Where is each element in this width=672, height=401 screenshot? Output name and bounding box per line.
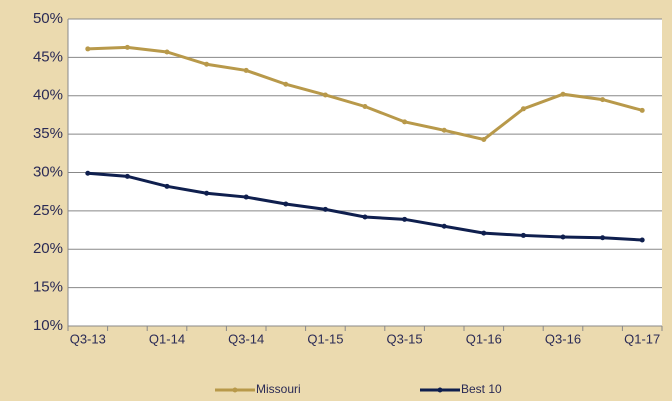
point [560, 234, 566, 240]
point [520, 106, 526, 112]
point [362, 103, 368, 109]
point [204, 190, 210, 196]
point [600, 97, 606, 103]
y-tick-label: 15% [33, 279, 63, 296]
legend-label: Missouri [256, 382, 301, 396]
point [481, 230, 487, 236]
point [124, 44, 130, 50]
point [520, 232, 526, 238]
point [164, 49, 170, 55]
point [560, 91, 566, 97]
x-tick-label: Q3-16 [545, 331, 581, 346]
point [243, 67, 249, 73]
x-tick-label: Q3-14 [228, 331, 264, 346]
y-tick-label: 50% [33, 10, 63, 27]
legend-marker [437, 387, 443, 393]
y-tick-label: 20% [33, 240, 63, 257]
point [639, 237, 645, 243]
x-tick-label: Q1-16 [466, 331, 502, 346]
x-tick-label: Q3-13 [70, 331, 106, 346]
x-tick-label: Q3-15 [387, 331, 423, 346]
legend-marker [232, 387, 238, 393]
point [362, 214, 368, 220]
point [639, 107, 645, 113]
point [322, 92, 328, 98]
point [204, 61, 210, 67]
point [243, 194, 249, 200]
point [283, 81, 289, 87]
point [441, 223, 447, 229]
x-tick-label: Q1-17 [624, 331, 660, 346]
y-tick-label: 45% [33, 48, 63, 65]
point [283, 201, 289, 207]
y-tick-label: 10% [33, 317, 63, 334]
point [481, 136, 487, 142]
point [124, 173, 130, 179]
point [402, 216, 408, 222]
y-tick-label: 25% [33, 202, 63, 219]
x-tick-label: Q1-15 [307, 331, 343, 346]
point [164, 183, 170, 189]
y-tick-label: 40% [33, 87, 63, 104]
x-tick-label: Q1-14 [149, 331, 185, 346]
point [322, 206, 328, 212]
point [85, 46, 91, 52]
point [85, 170, 91, 176]
y-tick-label: 30% [33, 163, 63, 180]
point [402, 119, 408, 125]
point [600, 235, 606, 241]
legend-label: Best 10 [461, 382, 502, 396]
y-tick-label: 35% [33, 125, 63, 142]
point [441, 127, 447, 133]
